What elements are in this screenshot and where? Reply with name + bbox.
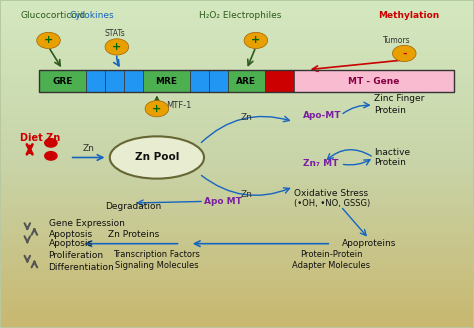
FancyBboxPatch shape [86,70,105,92]
FancyBboxPatch shape [143,70,190,92]
Text: H₂O₂ Electrophiles: H₂O₂ Electrophiles [199,11,282,20]
Text: Oxidative Stress: Oxidative Stress [293,189,368,198]
FancyBboxPatch shape [209,70,228,92]
FancyBboxPatch shape [124,70,143,92]
Text: MT - Gene: MT - Gene [348,76,399,86]
Text: Zn: Zn [82,144,94,153]
Text: Zn: Zn [240,113,252,122]
Circle shape [45,139,57,147]
Text: Diet Zn: Diet Zn [20,133,61,143]
Text: ARE: ARE [237,76,256,86]
Text: Zn: Zn [240,190,252,199]
Text: Glucocorticoid: Glucocorticoid [20,11,85,20]
Circle shape [105,39,128,55]
Text: Zn Pool: Zn Pool [135,153,179,162]
FancyBboxPatch shape [190,70,209,92]
Text: Apo MT: Apo MT [204,197,242,206]
Text: Degradation: Degradation [105,202,162,211]
Text: -: - [402,49,407,58]
Text: Transcription Factors
Signaling Molecules: Transcription Factors Signaling Molecule… [113,250,201,270]
FancyBboxPatch shape [228,70,265,92]
Text: Tumors: Tumors [383,36,411,45]
Text: Methylation: Methylation [378,11,439,20]
Circle shape [392,45,416,62]
Text: +: + [251,35,261,45]
Text: Protein: Protein [374,106,406,115]
Text: Proliferation
Differentiation: Proliferation Differentiation [48,251,114,272]
Circle shape [244,32,268,49]
Text: MRE: MRE [155,76,177,86]
Text: Zn₇ MT: Zn₇ MT [303,159,338,169]
Text: +: + [44,35,53,45]
Text: Apoproteins: Apoproteins [342,239,396,248]
Text: Apoptosis: Apoptosis [48,239,92,248]
Text: (•OH, •NO, GSSG): (•OH, •NO, GSSG) [293,198,370,208]
FancyBboxPatch shape [105,70,124,92]
Circle shape [36,32,60,49]
Text: Zinc Finger: Zinc Finger [374,94,424,103]
Circle shape [45,152,57,160]
Text: +: + [152,104,162,114]
Text: Apo-MT: Apo-MT [303,111,341,120]
Circle shape [145,101,169,117]
FancyBboxPatch shape [293,70,454,92]
Text: Protein-Protein
Adapter Molecules: Protein-Protein Adapter Molecules [292,250,370,270]
FancyBboxPatch shape [265,70,293,92]
FancyBboxPatch shape [39,70,86,92]
Ellipse shape [110,136,204,179]
Text: Protein: Protein [374,158,406,167]
Text: MTF-1: MTF-1 [166,101,191,110]
Text: STATs: STATs [104,30,125,38]
Text: GRE: GRE [53,76,73,86]
Text: Cytokines: Cytokines [70,11,114,20]
Text: Inactive: Inactive [374,148,410,157]
Text: Gene Expression
Apoptosis: Gene Expression Apoptosis [48,219,124,239]
Text: +: + [112,42,121,52]
Text: Zn Proteins: Zn Proteins [108,231,159,239]
